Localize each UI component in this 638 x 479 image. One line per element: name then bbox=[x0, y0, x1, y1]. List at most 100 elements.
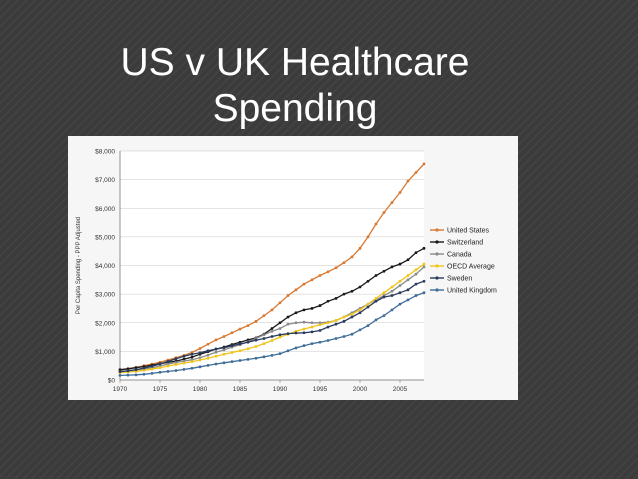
data-point-united-kingdom bbox=[414, 294, 418, 297]
data-point-oecd-average bbox=[310, 325, 314, 329]
data-point-switzerland bbox=[134, 366, 138, 370]
data-point-oecd-average bbox=[198, 358, 202, 362]
x-tick-label: 1970 bbox=[113, 386, 128, 393]
data-point-oecd-average bbox=[326, 321, 330, 325]
data-point-united-states bbox=[334, 266, 338, 270]
data-point-united-states bbox=[358, 246, 362, 250]
data-point-united-kingdom bbox=[302, 344, 306, 348]
data-point-canada bbox=[294, 321, 298, 325]
data-point-oecd-average bbox=[182, 361, 186, 365]
data-point-united-kingdom bbox=[406, 298, 410, 302]
data-point-switzerland bbox=[382, 269, 386, 273]
data-point-canada bbox=[174, 361, 178, 364]
data-point-sweden bbox=[206, 349, 210, 353]
data-point-united-kingdom bbox=[270, 353, 274, 357]
data-point-switzerland bbox=[342, 292, 346, 296]
line-chart: $0 $1,000 $2,000 $3,000 $4,000 $5,000 $6,000 $7… bbox=[76, 149, 497, 394]
data-point-oecd-average bbox=[238, 349, 242, 353]
data-point-canada bbox=[318, 321, 322, 325]
data-point-united-kingdom bbox=[382, 314, 386, 317]
data-point-sweden bbox=[254, 338, 258, 342]
data-point-canada bbox=[190, 358, 194, 362]
data-point-sweden bbox=[158, 362, 162, 366]
data-point-canada bbox=[206, 353, 210, 357]
slide-title-line-1: US v UK Healthcare bbox=[120, 41, 470, 85]
x-tick-label: 1985 bbox=[233, 386, 248, 393]
data-point-oecd-average bbox=[374, 297, 378, 300]
data-point-sweden bbox=[278, 333, 282, 337]
data-point-united-states bbox=[230, 331, 234, 335]
slide-title-line-2: Spending bbox=[212, 87, 378, 131]
data-point-united-kingdom bbox=[318, 340, 322, 344]
data-point-united-kingdom bbox=[198, 365, 202, 369]
data-point-united-states bbox=[198, 347, 202, 350]
data-point-oecd-average bbox=[398, 279, 402, 283]
data-point-canada bbox=[270, 329, 274, 333]
legend-marker-united-kingdom bbox=[435, 288, 439, 292]
data-point-sweden bbox=[342, 319, 346, 323]
data-point-united-kingdom bbox=[262, 355, 266, 359]
data-point-united-states bbox=[382, 211, 386, 214]
data-point-oecd-average bbox=[206, 356, 210, 360]
data-point-oecd-average bbox=[270, 339, 274, 342]
data-point-sweden bbox=[214, 347, 218, 351]
data-point-canada bbox=[302, 320, 306, 324]
y-tick-label: $5,000 bbox=[95, 234, 115, 241]
y-tick-label: $1,000 bbox=[95, 349, 115, 356]
data-point-sweden bbox=[126, 369, 130, 373]
data-point-oecd-average bbox=[230, 351, 234, 354]
y-tick-label: $0 bbox=[108, 378, 116, 385]
x-tick-label: 2000 bbox=[353, 386, 368, 393]
y-tick-label: $8,000 bbox=[95, 149, 115, 156]
legend-label-sweden: Sweden bbox=[447, 276, 472, 283]
data-point-oecd-average bbox=[350, 312, 354, 316]
data-point-sweden bbox=[366, 305, 370, 309]
legend-label-switzerland: Switzerland bbox=[447, 240, 483, 247]
data-point-switzerland bbox=[318, 304, 322, 307]
data-point-united-kingdom bbox=[190, 366, 194, 370]
data-point-oecd-average bbox=[158, 366, 162, 370]
data-point-canada bbox=[398, 284, 402, 287]
data-point-switzerland bbox=[390, 265, 394, 269]
data-point-switzerland bbox=[326, 299, 330, 303]
data-point-united-states bbox=[214, 338, 218, 342]
data-point-united-kingdom bbox=[422, 291, 426, 295]
data-point-canada bbox=[310, 321, 314, 325]
data-point-united-kingdom bbox=[398, 302, 402, 306]
data-point-united-kingdom bbox=[222, 361, 226, 365]
data-point-canada bbox=[406, 278, 410, 282]
data-point-sweden bbox=[422, 279, 426, 283]
slide-title: US v UK Healthcare Spending bbox=[60, 40, 530, 132]
data-point-switzerland bbox=[270, 327, 274, 330]
data-point-united-states bbox=[270, 308, 274, 312]
data-point-sweden bbox=[174, 357, 178, 361]
data-point-united-kingdom bbox=[174, 369, 178, 372]
data-point-oecd-average bbox=[190, 360, 194, 364]
data-point-sweden bbox=[230, 344, 234, 348]
data-point-sweden bbox=[414, 282, 418, 286]
data-point-sweden bbox=[374, 299, 378, 303]
data-point-united-states bbox=[278, 301, 282, 305]
data-point-switzerland bbox=[190, 355, 194, 359]
data-point-united-states bbox=[390, 201, 394, 204]
data-point-sweden bbox=[286, 332, 290, 336]
data-point-united-states bbox=[310, 278, 314, 282]
data-point-united-kingdom bbox=[334, 337, 338, 340]
data-point-oecd-average bbox=[142, 368, 146, 372]
data-point-sweden bbox=[182, 354, 186, 358]
data-point-sweden bbox=[222, 346, 226, 350]
data-point-switzerland bbox=[406, 258, 410, 262]
data-point-sweden bbox=[310, 330, 314, 334]
data-point-oecd-average bbox=[342, 315, 346, 319]
data-point-canada bbox=[422, 265, 426, 269]
data-point-switzerland bbox=[294, 311, 298, 315]
data-point-united-kingdom bbox=[358, 328, 362, 332]
legend-label-united-kingdom: United Kingdom bbox=[447, 288, 497, 295]
y-tick-label: $2,000 bbox=[95, 320, 115, 327]
data-point-united-states bbox=[350, 255, 354, 259]
data-point-canada bbox=[198, 356, 202, 360]
data-point-united-states bbox=[238, 327, 242, 331]
data-point-united-kingdom bbox=[142, 372, 146, 376]
legend-marker-canada bbox=[435, 252, 439, 256]
data-point-united-states bbox=[254, 319, 258, 323]
